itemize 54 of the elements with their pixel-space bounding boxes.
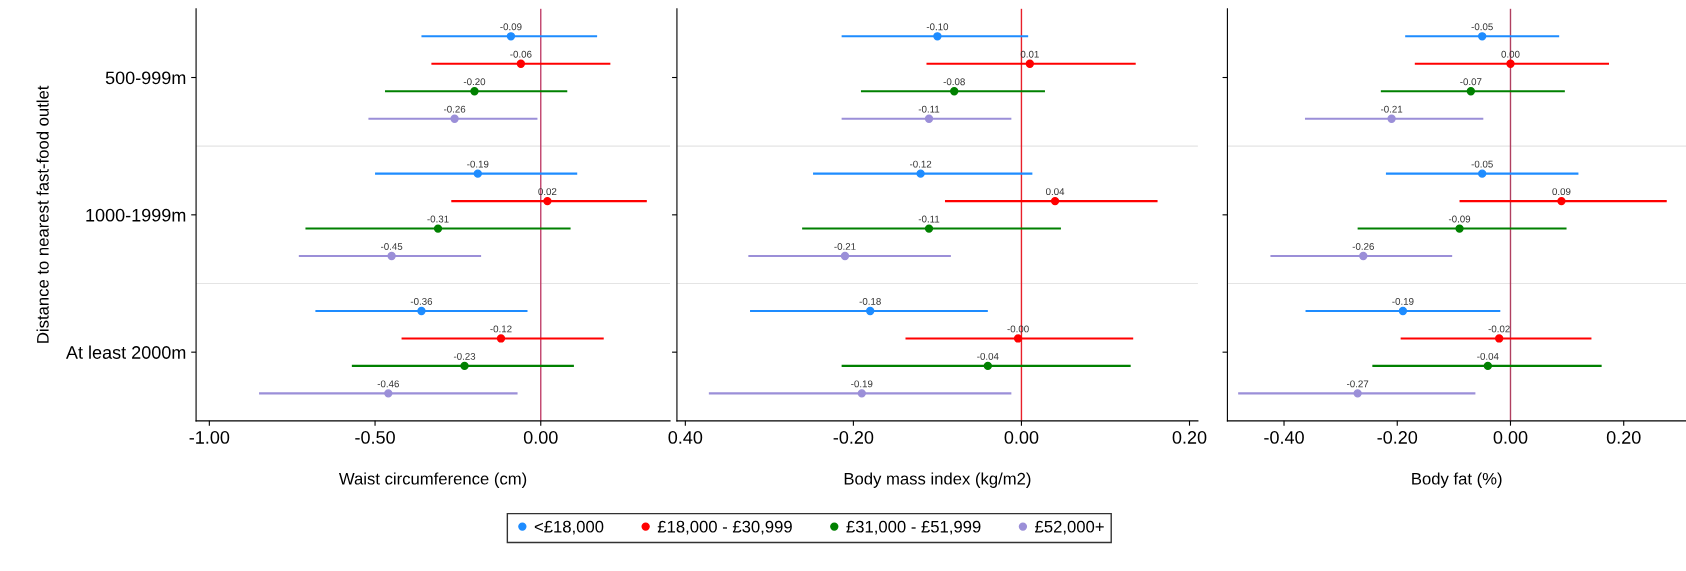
data-label: -0.31 <box>427 215 449 223</box>
legend-label: £31,000 - £51,999 <box>846 520 981 535</box>
legend-label: £52,000+ <box>1035 520 1104 535</box>
data-label: -0.09 <box>1448 215 1471 223</box>
data-label: -0.11 <box>918 215 940 223</box>
data-label: -0.21 <box>1380 105 1403 113</box>
data-label: -0.23 <box>453 352 476 360</box>
x-axis-title: Waist circumference (cm) <box>338 472 527 488</box>
data-label: -0.45 <box>380 243 403 250</box>
data-label: -0.07 <box>1460 78 1482 86</box>
x-axis-title: Body mass index (kg/m2) <box>844 472 1031 488</box>
data-label: -0.12 <box>490 325 512 333</box>
data-label: -0.26 <box>443 105 466 113</box>
x-axis-title: Body fat (%) <box>1412 472 1502 488</box>
data-label: -0.09 <box>500 23 522 31</box>
legend-label: <£18,000 <box>534 520 604 535</box>
x-tick-label: -0.40 <box>1264 431 1304 444</box>
data-label: -0.04 <box>1477 352 1499 360</box>
data-label: 0.04 <box>1045 188 1065 196</box>
data-label: -0.19 <box>1392 297 1414 305</box>
data-label: -0.05 <box>1471 160 1493 168</box>
y-tick-label: 1000-1999m <box>86 208 186 222</box>
data-label: -0.20 <box>463 78 486 86</box>
data-label: -0.10 <box>926 23 949 31</box>
data-label: -0.02 <box>1488 325 1510 333</box>
data-label: -0.19 <box>467 160 489 168</box>
x-tick-label: 0.20 <box>1606 431 1641 444</box>
y-tick-label: 500-999m <box>105 71 186 85</box>
data-label: -0.08 <box>943 78 965 86</box>
y-axis-title: Distance to nearest fast-food outlet <box>36 85 49 343</box>
data-label: -0.46 <box>377 380 399 388</box>
x-tick-label: 0.00 <box>523 431 558 444</box>
legend-label: £18,000 - £30,999 <box>657 520 792 535</box>
data-label: -0.05 <box>1471 23 1493 31</box>
data-label: -0.18 <box>859 297 881 305</box>
x-tick-label: 0.00 <box>1493 431 1528 444</box>
x-tick-label: 0.20 <box>1172 431 1207 444</box>
data-label: -0.19 <box>851 380 873 388</box>
data-label: -0.36 <box>410 297 433 305</box>
data-label: -0.04 <box>977 352 999 360</box>
data-label: -0.12 <box>909 160 932 168</box>
data-label: -0.26 <box>1352 243 1374 250</box>
data-label: 0.09 <box>1552 188 1571 196</box>
x-tick-label: 0.00 <box>1004 431 1039 444</box>
data-label: -0.27 <box>1346 380 1369 388</box>
x-tick-label: -1.00 <box>189 431 230 444</box>
y-tick-label: At least 2000m <box>65 345 186 359</box>
x-tick-label: -0.20 <box>833 431 874 444</box>
x-tick-label: -0.20 <box>1377 431 1418 444</box>
x-tick-label: 0.40 <box>668 431 703 444</box>
data-label: -0.21 <box>834 243 856 250</box>
x-tick-label: -0.50 <box>355 431 395 444</box>
data-label: -0.11 <box>918 105 940 113</box>
data-label: -0.06 <box>510 50 532 58</box>
